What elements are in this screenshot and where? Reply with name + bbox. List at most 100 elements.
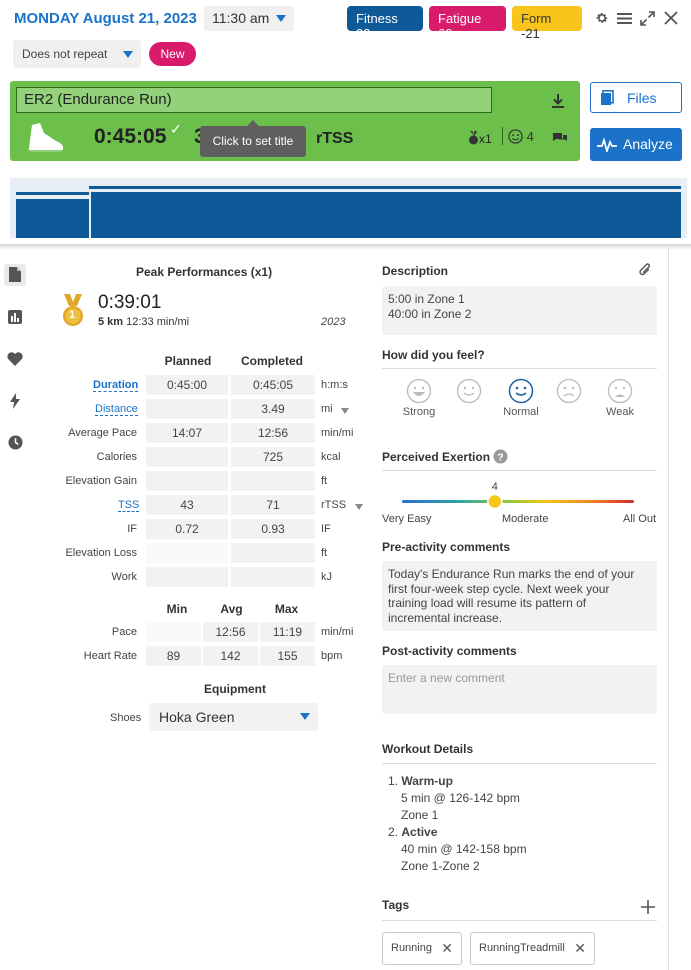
- shoes-select[interactable]: Hoka Green: [149, 703, 318, 731]
- workout-date[interactable]: MONDAY August 21, 2023: [14, 10, 197, 27]
- description-title: Description: [382, 264, 449, 278]
- min-header: Min: [166, 602, 188, 616]
- very-sad-face-icon: [607, 378, 633, 404]
- completed-elevation-loss[interactable]: [231, 543, 315, 563]
- rail-history-tab[interactable]: [4, 432, 26, 454]
- chevron-down-icon[interactable]: [341, 408, 349, 414]
- completed-elevation-gain[interactable]: [231, 471, 315, 491]
- planned-average-pace[interactable]: 14:07: [146, 423, 228, 443]
- feel-option-bad[interactable]: [539, 378, 599, 406]
- files-button[interactable]: Files: [590, 82, 682, 113]
- rail-summary-tab[interactable]: [4, 264, 26, 286]
- tag-chip[interactable]: Running ✕: [382, 932, 462, 965]
- description-box[interactable]: 5:00 in Zone 1 40:00 in Zone 2: [382, 286, 657, 335]
- exertion-thumb[interactable]: [487, 493, 503, 510]
- planned-distance[interactable]: [146, 399, 228, 419]
- unit-tss: rTSS: [321, 499, 347, 511]
- completed-tss[interactable]: 71: [231, 495, 315, 515]
- download-icon[interactable]: [550, 93, 566, 109]
- fitness-badge: Fitness 33: [347, 6, 423, 41]
- card-divider: [502, 127, 503, 145]
- help-icon[interactable]: ?: [493, 449, 508, 464]
- new-button[interactable]: New: [149, 42, 196, 66]
- metric-label-distance[interactable]: Distance: [95, 403, 138, 416]
- rail-heart-tab[interactable]: [4, 348, 26, 370]
- chevron-down-icon[interactable]: [355, 504, 363, 510]
- exertion-high-label: All Out: [623, 513, 657, 525]
- metric-label-duration[interactable]: Duration: [93, 379, 139, 392]
- analyze-label: Analyze: [623, 136, 673, 152]
- planned-calories[interactable]: [146, 447, 228, 467]
- feel-option-weak[interactable]: Weak: [590, 378, 650, 418]
- feel-option-good[interactable]: [439, 378, 499, 406]
- completed-work[interactable]: [231, 567, 315, 587]
- rail-charts-tab[interactable]: [4, 306, 26, 328]
- expand-icon[interactable]: [640, 11, 655, 26]
- metric-label-calories: Calories: [96, 451, 137, 463]
- unit-pace: min/mi: [321, 626, 354, 638]
- unit-duration: h:m:s: [321, 379, 348, 391]
- workout-step-2: 2. Active 40 min @ 142-158 bpm Zone 1-Zo…: [388, 824, 527, 875]
- comments-icon[interactable]: [552, 131, 568, 145]
- feel-count: 4: [526, 129, 534, 144]
- menu-icon[interactable]: [617, 12, 632, 25]
- metric-label-average-pace: Average Pace: [68, 427, 137, 439]
- completed-duration[interactable]: 0:45:05: [231, 375, 315, 395]
- planned-elevation-gain[interactable]: [146, 471, 228, 491]
- post-comment-input[interactable]: Enter a new comment: [382, 665, 657, 714]
- workout-details-divider: [382, 763, 657, 764]
- planned-work[interactable]: [146, 567, 228, 587]
- repeat-value: Does not repeat: [22, 47, 108, 61]
- planned-tss[interactable]: 43: [146, 495, 228, 515]
- happy-face-icon: [456, 378, 482, 404]
- close-icon[interactable]: ✕: [574, 940, 586, 956]
- heart-icon: [7, 352, 23, 366]
- step-name: Active: [401, 825, 438, 839]
- completed-average-pace[interactable]: 12:56: [231, 423, 315, 443]
- workout-details-title: Workout Details: [382, 742, 474, 756]
- completed-distance[interactable]: 3.49: [231, 399, 315, 419]
- close-icon[interactable]: [664, 11, 678, 25]
- time-select[interactable]: 11:30 am: [204, 6, 294, 31]
- gear-icon[interactable]: [595, 11, 609, 25]
- scrollbar[interactable]: [668, 248, 669, 970]
- planned-duration[interactable]: 0:45:00: [146, 375, 228, 395]
- smiley-icon: [508, 129, 523, 144]
- metric-label-work: Work: [111, 571, 137, 583]
- post-comments-title: Post-activity comments: [382, 644, 517, 658]
- workout-chart[interactable]: [10, 178, 687, 238]
- close-icon[interactable]: ✕: [441, 940, 453, 956]
- analyze-button[interactable]: Analyze: [590, 128, 682, 161]
- workout-title-input[interactable]: ER2 (Endurance Run): [16, 87, 492, 113]
- exertion-low-label: Very Easy: [382, 513, 432, 525]
- add-tag-icon[interactable]: [641, 900, 655, 914]
- feel-label-normal: Normal: [503, 406, 539, 418]
- tag-chip[interactable]: RunningTreadmill ✕: [470, 932, 595, 965]
- step-number: 1.: [388, 774, 399, 788]
- completed-if[interactable]: 0.93: [231, 519, 315, 539]
- rail-power-tab[interactable]: [4, 390, 26, 412]
- checkmark-icon: ✓: [170, 121, 182, 137]
- step-name: Warm-up: [401, 774, 453, 788]
- card-duration: 0:45:05: [94, 125, 167, 148]
- document-icon: [9, 267, 21, 282]
- exertion-slider[interactable]: 4: [396, 478, 642, 512]
- planned-if[interactable]: 0.72: [146, 519, 228, 539]
- very-happy-face-icon: [406, 378, 432, 404]
- unit-if: IF: [321, 523, 331, 535]
- unit-distance: mi: [321, 403, 333, 415]
- step-zone: Zone 1: [401, 808, 439, 822]
- feel-option-normal[interactable]: Normal: [491, 378, 551, 418]
- metric-label-if: IF: [127, 523, 137, 535]
- peak-year: 2023: [321, 316, 346, 328]
- paperclip-icon[interactable]: [638, 262, 652, 278]
- step-divider: [89, 189, 91, 238]
- svg-text:?: ?: [497, 451, 503, 463]
- completed-calories[interactable]: 725: [231, 447, 315, 467]
- card-tss-unit: rTSS: [316, 130, 354, 147]
- repeat-select[interactable]: Does not repeat: [13, 40, 141, 68]
- metric-label-tss[interactable]: TSS: [118, 499, 140, 512]
- fatigue-badge: Fatigue 60: [429, 6, 506, 41]
- feel-option-strong[interactable]: Strong: [389, 378, 449, 418]
- feel-label-strong: Strong: [402, 406, 436, 418]
